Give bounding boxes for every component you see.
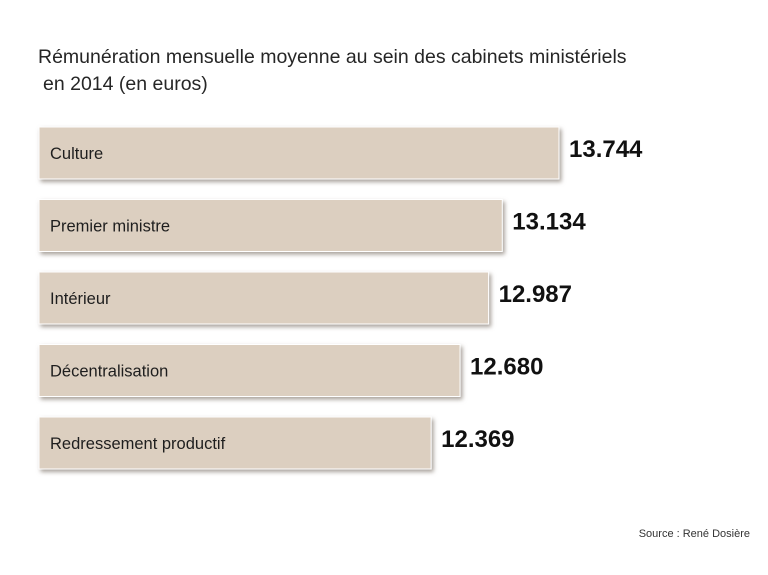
bar-3 bbox=[38, 271, 490, 325]
chart-title-line-2: en 2014 (en euros) bbox=[43, 73, 208, 95]
value-label-2: 13.134 bbox=[512, 209, 586, 236]
bar-label-1: Culture bbox=[50, 145, 103, 163]
bar-5 bbox=[38, 416, 432, 470]
bar-2 bbox=[38, 199, 503, 252]
chart-title-line-1: Rémunération mensuelle moyenne au sein d… bbox=[38, 46, 627, 68]
bar-label-5: Redressement productif bbox=[50, 435, 226, 453]
bar-label-2: Premier ministre bbox=[50, 218, 170, 236]
bar-1 bbox=[38, 126, 560, 180]
value-label-5: 12.369 bbox=[441, 426, 514, 453]
value-label-1: 13.744 bbox=[569, 136, 643, 163]
value-label-3: 12.987 bbox=[499, 281, 572, 308]
bar-label-3: Intérieur bbox=[50, 290, 111, 308]
source-note: Source : René Dosière bbox=[638, 528, 750, 540]
bar-4 bbox=[38, 344, 461, 397]
value-label-4: 12.680 bbox=[470, 354, 543, 381]
chart-title: Rémunération mensuelle moyenne au sein d… bbox=[38, 44, 738, 98]
bar-label-4: Décentralisation bbox=[50, 363, 168, 381]
